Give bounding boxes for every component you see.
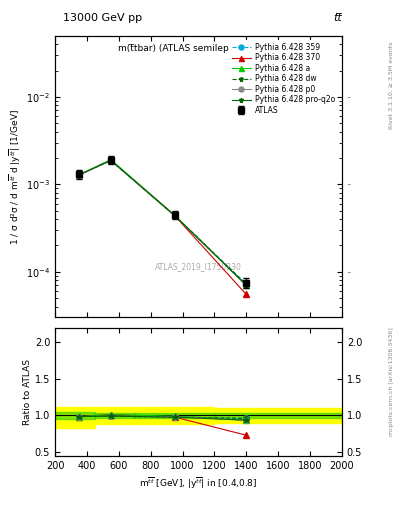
Pythia 6.428 dw (108, 157, 113, 163)
Pythia 6.428 359 (108, 157, 113, 163)
Pythia 6.428 359 (77, 172, 81, 178)
Pythia 6.428 a (172, 212, 177, 218)
Pythia 6.428 p0 (244, 282, 249, 288)
X-axis label: m$^{\overline{tt}}$ [GeV], |y$^{\overline{tt}}$| in [0.4,0.8]: m$^{\overline{tt}}$ [GeV], |y$^{\overlin… (139, 475, 258, 490)
Pythia 6.428 pro-q2o (108, 157, 113, 163)
Pythia 6.428 a (108, 157, 113, 163)
Pythia 6.428 p0 (108, 157, 113, 163)
Pythia 6.428 370 (77, 172, 81, 178)
Text: Rivet 3.1.10, ≥ 3.5M events: Rivet 3.1.10, ≥ 3.5M events (389, 41, 393, 129)
Bar (55, 407, 95, 428)
Pythia 6.428 a (244, 282, 249, 288)
Line: Pythia 6.428 359: Pythia 6.428 359 (76, 158, 249, 287)
Pythia 6.428 dw (172, 212, 177, 219)
Line: Pythia 6.428 dw: Pythia 6.428 dw (76, 158, 249, 287)
Bar (135, 413, 215, 418)
Line: Pythia 6.428 370: Pythia 6.428 370 (76, 158, 249, 297)
Y-axis label: Ratio to ATLAS: Ratio to ATLAS (23, 359, 32, 424)
Text: ATLAS_2019_I1750330: ATLAS_2019_I1750330 (155, 262, 242, 271)
Bar (135, 407, 215, 424)
Bar (95, 413, 135, 418)
Bar (95, 407, 135, 424)
Line: Pythia 6.428 a: Pythia 6.428 a (76, 157, 249, 288)
Text: mcplots.cern.ch [arXiv:1306.3436]: mcplots.cern.ch [arXiv:1306.3436] (389, 328, 393, 436)
Line: Pythia 6.428 pro-q2o: Pythia 6.428 pro-q2o (76, 158, 249, 288)
Pythia 6.428 pro-q2o (244, 282, 249, 288)
Text: m(t̅tbar) (ATLAS semileptonic t̅tbar): m(t̅tbar) (ATLAS semileptonic t̅tbar) (118, 45, 279, 53)
Pythia 6.428 370 (108, 157, 113, 163)
Line: Pythia 6.428 p0: Pythia 6.428 p0 (76, 158, 249, 288)
Bar (55, 412, 95, 419)
Pythia 6.428 p0 (172, 212, 177, 219)
Pythia 6.428 pro-q2o (172, 212, 177, 219)
Pythia 6.428 370 (244, 291, 249, 297)
Pythia 6.428 359 (172, 212, 177, 219)
Y-axis label: 1 / σ d²σ / d m$^{\overline{tt}}$ d |y$^{\overline{tt}}$| [1/GeV]: 1 / σ d²σ / d m$^{\overline{tt}}$ d |y$^… (7, 109, 23, 245)
Bar (215, 408, 342, 423)
Pythia 6.428 359 (244, 281, 249, 287)
Pythia 6.428 dw (77, 172, 81, 178)
Pythia 6.428 dw (244, 281, 249, 287)
Pythia 6.428 pro-q2o (77, 172, 81, 178)
Pythia 6.428 370 (172, 212, 177, 219)
Pythia 6.428 a (77, 172, 81, 178)
Legend: Pythia 6.428 359, Pythia 6.428 370, Pythia 6.428 a, Pythia 6.428 dw, Pythia 6.42: Pythia 6.428 359, Pythia 6.428 370, Pyth… (229, 39, 338, 118)
Text: tt̅: tt̅ (333, 13, 342, 23)
Bar (215, 413, 342, 418)
Text: 13000 GeV pp: 13000 GeV pp (63, 13, 142, 23)
Pythia 6.428 p0 (77, 172, 81, 178)
